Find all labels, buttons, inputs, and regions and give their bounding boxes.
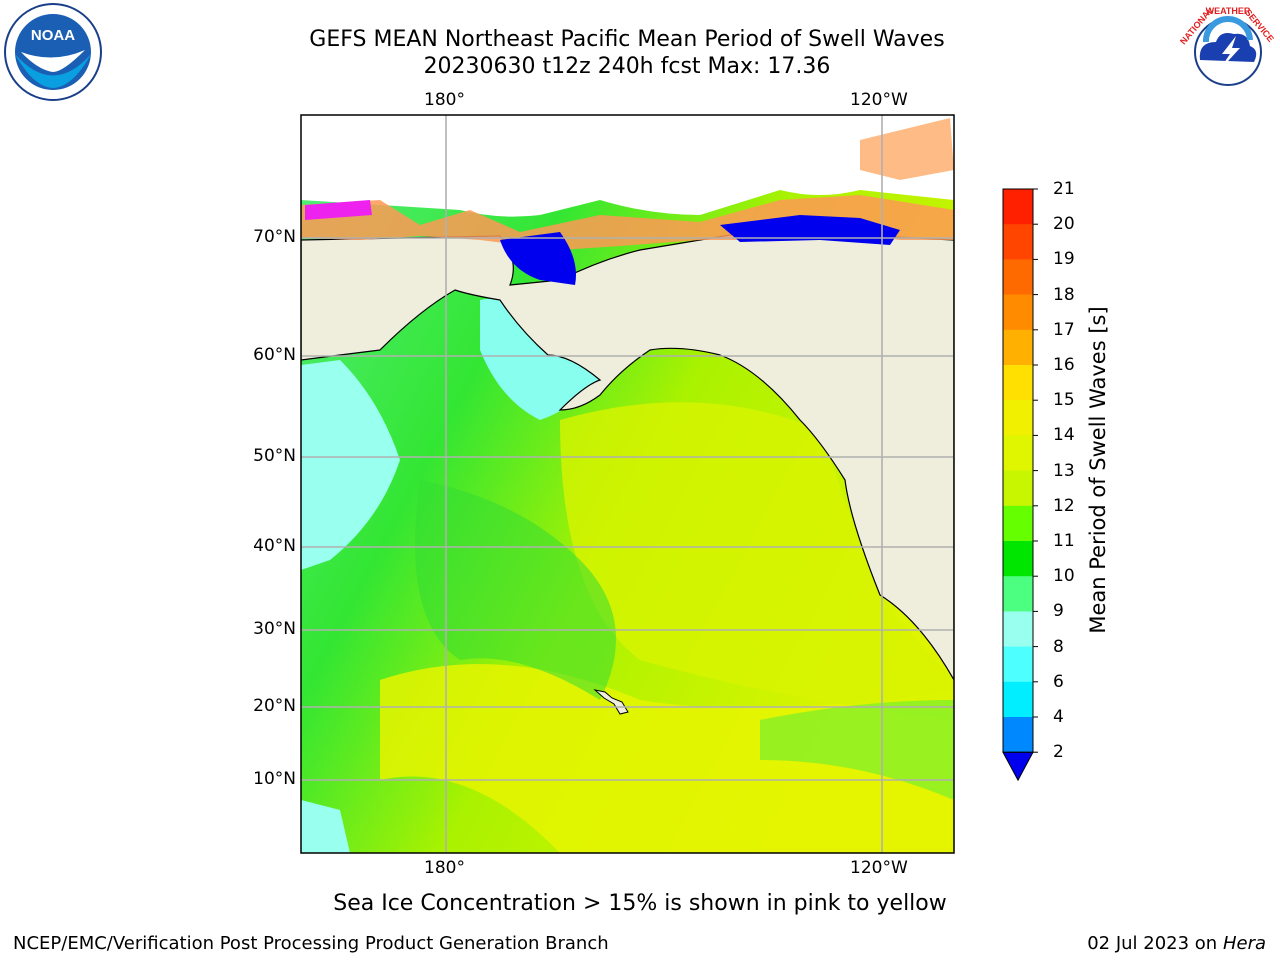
colorbar-tick-label: 8 [1053, 636, 1064, 657]
map-frame [300, 114, 955, 854]
colorbar-segment [1003, 576, 1033, 612]
colorbar-tick-label: 16 [1053, 355, 1075, 375]
colorbar [1002, 188, 1038, 782]
colorbar-segment [1003, 681, 1033, 718]
colorbar-tick-label: 17 [1053, 319, 1075, 340]
graticule [301, 115, 954, 853]
colorbar-segment [1003, 470, 1033, 507]
lon-label-bottom-180: 180° [424, 858, 465, 878]
lat-label-30n: 30°N [253, 619, 296, 639]
colorbar-tick-label: 13 [1053, 460, 1075, 481]
colorbar-tick-label: 11 [1053, 531, 1075, 551]
colorbar-segment [1003, 294, 1033, 331]
colorbar-segment [1003, 224, 1033, 260]
colorbar-segment [1003, 505, 1033, 542]
colorbar-segment [1003, 611, 1033, 648]
lat-label-50n: 50°N [253, 446, 296, 466]
colorbar-tick-label: 9 [1053, 601, 1064, 622]
colorbar-tick-label: 2 [1053, 742, 1064, 763]
svg-text:WEATHER: WEATHER [1206, 6, 1251, 16]
colorbar-segment [1003, 259, 1033, 296]
svg-text:NOAA: NOAA [31, 27, 75, 44]
colorbar-title: Mean Period of Swell Waves [s] [1086, 306, 1110, 634]
colorbar-tick-label: 12 [1053, 495, 1075, 516]
lon-label-top-120w: 120°W [850, 90, 908, 110]
nws-logo: NATIONAL WEATHER SERVICE [1178, 4, 1276, 100]
colorbar-tick-label: 21 [1053, 179, 1075, 199]
colorbar-tick-label: 14 [1053, 425, 1075, 446]
map-plot-area [301, 115, 954, 853]
lat-label-10n: 10°N [253, 769, 296, 789]
colorbar-segment [1003, 400, 1033, 436]
colorbar-tick-label: 10 [1053, 566, 1075, 587]
lat-label-60n: 60°N [253, 345, 296, 365]
colorbar-tick-label: 4 [1053, 707, 1064, 727]
lat-label-40n: 40°N [253, 536, 296, 556]
colorbar-tick-label: 19 [1053, 249, 1075, 270]
colorbar-tick-label: 15 [1053, 390, 1075, 411]
colorbar-segment [1003, 541, 1033, 577]
sea-ice-note: Sea Ice Concentration > 15% is shown in … [333, 891, 947, 916]
lon-label-top-180: 180° [424, 90, 465, 110]
colorbar-segment [1003, 329, 1033, 366]
generation-date: 02 Jul 2023 on Hera [1087, 933, 1266, 954]
lat-label-70n: 70°N [253, 227, 296, 247]
colorbar-segment [1003, 189, 1033, 225]
credit-line: NCEP/EMC/Verification Post Processing Pr… [13, 933, 609, 954]
colorbar-segment [1003, 717, 1033, 753]
map-subtitle: 20230630 t12z 240h fcst Max: 17.36 [423, 54, 831, 79]
noaa-logo: NOAA [4, 3, 102, 101]
colorbar-segment [1003, 646, 1033, 683]
colorbar-segment [1003, 435, 1033, 472]
colorbar-tick-label: 6 [1053, 671, 1064, 692]
colorbar-tick-label: 20 [1053, 214, 1075, 235]
lon-label-bottom-120w: 120°W [850, 858, 908, 878]
colorbar-segment [1003, 365, 1033, 401]
colorbar-tick-label: 18 [1053, 284, 1075, 305]
colorbar-extend-arrow [1002, 751, 1034, 782]
map-title: GEFS MEAN Northeast Pacific Mean Period … [309, 27, 945, 52]
lat-label-20n: 20°N [253, 696, 296, 716]
